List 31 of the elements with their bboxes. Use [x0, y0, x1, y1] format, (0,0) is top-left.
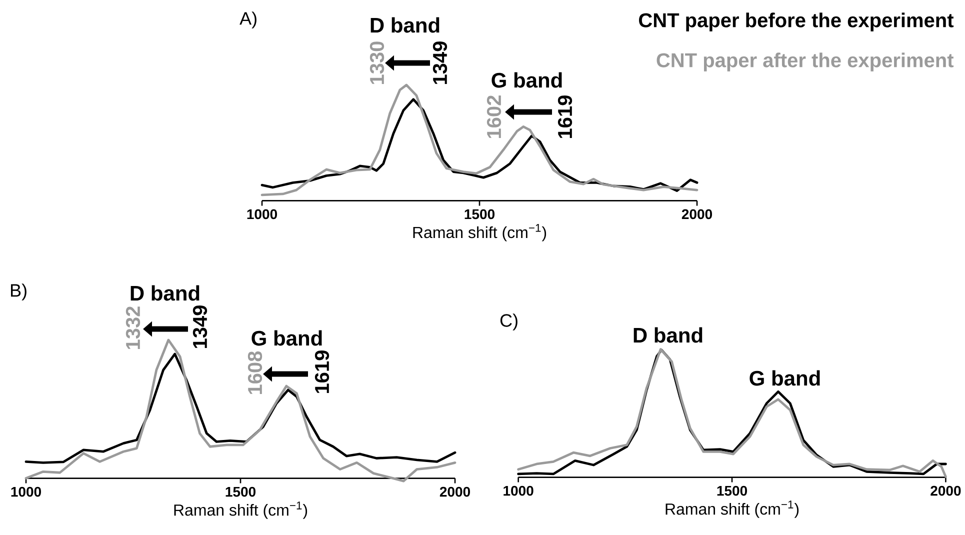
- x-tick-label: 2000: [930, 486, 961, 496]
- annotation: G band: [750, 370, 820, 386]
- text: D band: [130, 285, 200, 301]
- x-tick-label: 1500: [226, 486, 256, 497]
- chart-title: C): [500, 314, 518, 330]
- chart-title: B): [11, 284, 26, 300]
- x-tick-label: 1000: [11, 486, 41, 497]
- text: CNT paper before the experiment: [639, 12, 954, 32]
- x-axis-title: Raman shift (cm$^{−1}$): [666, 500, 799, 518]
- annotation: G band: [252, 330, 322, 346]
- x-tick-label: 2000: [682, 209, 712, 220]
- text: D band: [370, 17, 440, 33]
- annotation: 1602: [486, 96, 502, 138]
- x-tick-label: 1500: [464, 209, 494, 220]
- text: 1330: [370, 42, 384, 84]
- x-axis-title: Raman shift (cm$^{−1}$): [413, 224, 546, 242]
- annotation: 1619: [558, 96, 572, 138]
- x-tick-label: 1000: [247, 209, 277, 220]
- x-tick-label: 2000: [440, 486, 470, 497]
- annotation: G band: [492, 72, 562, 88]
- text: CNT paper after the experiment: [656, 52, 954, 72]
- x-tick-label: 1500: [717, 486, 748, 496]
- annotation: 1619: [314, 350, 330, 393]
- text: 1349: [432, 41, 448, 84]
- annotation: 1332: [126, 306, 140, 349]
- text: D band: [634, 327, 702, 343]
- chart-title: A): [240, 12, 256, 28]
- annotation: 1349: [192, 306, 208, 348]
- x-axis-title: Raman shift (cm$^{−1}$): [174, 502, 308, 519]
- x-tick-label: 1000: [504, 486, 534, 496]
- annotation: 1608: [248, 351, 262, 394]
